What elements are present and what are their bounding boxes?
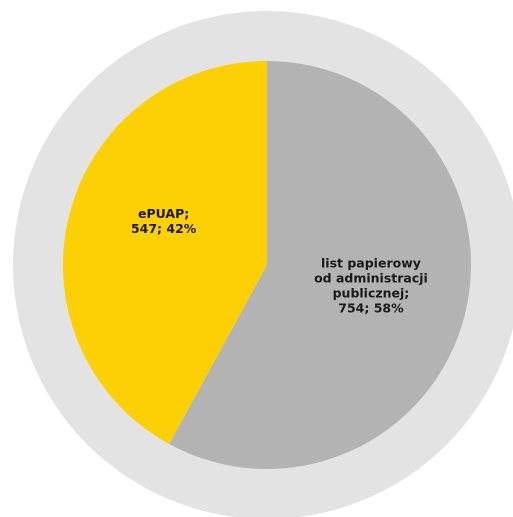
slice-label-line: 547; 42% [131, 221, 197, 236]
slice-label-1: ePUAP; 547; 42% [131, 206, 197, 236]
pie-slice-0 [169, 61, 472, 469]
slice-label-line: publicznej; [333, 286, 410, 301]
pie-slice-1 [63, 61, 268, 445]
slice-label-line: list papierowy [321, 256, 421, 271]
slice-label-line: 754; 58% [338, 301, 404, 316]
slice-label-0: list papierowy od administracji publicznej… [314, 256, 428, 316]
slice-label-line: ePUAP; [138, 206, 189, 221]
pie-labels: list papierowy od administracji publicznej… [131, 206, 428, 316]
slice-label-line: od administracji [314, 271, 428, 286]
pie-slices [63, 61, 472, 469]
